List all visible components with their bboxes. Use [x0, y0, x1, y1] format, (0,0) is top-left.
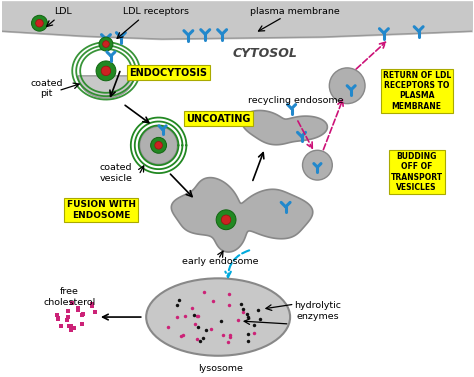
- Text: LDL receptors: LDL receptors: [123, 7, 189, 16]
- Text: FUSION WITH
ENDOSOME: FUSION WITH ENDOSOME: [66, 200, 136, 219]
- Text: hydrolytic
enzymes: hydrolytic enzymes: [294, 301, 341, 321]
- Circle shape: [221, 215, 231, 225]
- Text: plasma membrane: plasma membrane: [250, 7, 339, 16]
- Text: BUDDING
OFF OF
TRANSPORT
VESICLES: BUDDING OFF OF TRANSPORT VESICLES: [391, 152, 443, 192]
- Text: LDL: LDL: [55, 7, 72, 16]
- Text: coated
pit: coated pit: [30, 79, 63, 98]
- Text: early endosome: early endosome: [182, 257, 258, 266]
- Circle shape: [36, 19, 43, 27]
- Text: RETURN OF LDL
RECEPTORS TO
PLASMA
MEMBRANE: RETURN OF LDL RECEPTORS TO PLASMA MEMBRA…: [383, 70, 451, 111]
- Text: ENDOCYTOSIS: ENDOCYTOSIS: [129, 68, 208, 78]
- Circle shape: [32, 15, 47, 31]
- Text: lysosome: lysosome: [198, 364, 243, 373]
- Polygon shape: [78, 76, 134, 98]
- Circle shape: [101, 66, 111, 76]
- Circle shape: [140, 126, 177, 164]
- Circle shape: [155, 141, 163, 149]
- Circle shape: [302, 150, 332, 180]
- Text: CYTOSOL: CYTOSOL: [232, 46, 297, 60]
- Circle shape: [151, 137, 166, 153]
- Ellipse shape: [146, 278, 290, 356]
- Polygon shape: [242, 110, 328, 145]
- Circle shape: [103, 41, 109, 48]
- Text: recycling endosome: recycling endosome: [248, 96, 344, 105]
- Text: coated
vesicle: coated vesicle: [100, 163, 132, 183]
- Text: UNCOATING: UNCOATING: [186, 113, 250, 124]
- Circle shape: [216, 210, 236, 230]
- Polygon shape: [171, 178, 313, 252]
- Circle shape: [96, 61, 116, 81]
- Circle shape: [99, 37, 113, 51]
- Circle shape: [329, 68, 365, 104]
- Text: free
cholesterol: free cholesterol: [43, 288, 95, 307]
